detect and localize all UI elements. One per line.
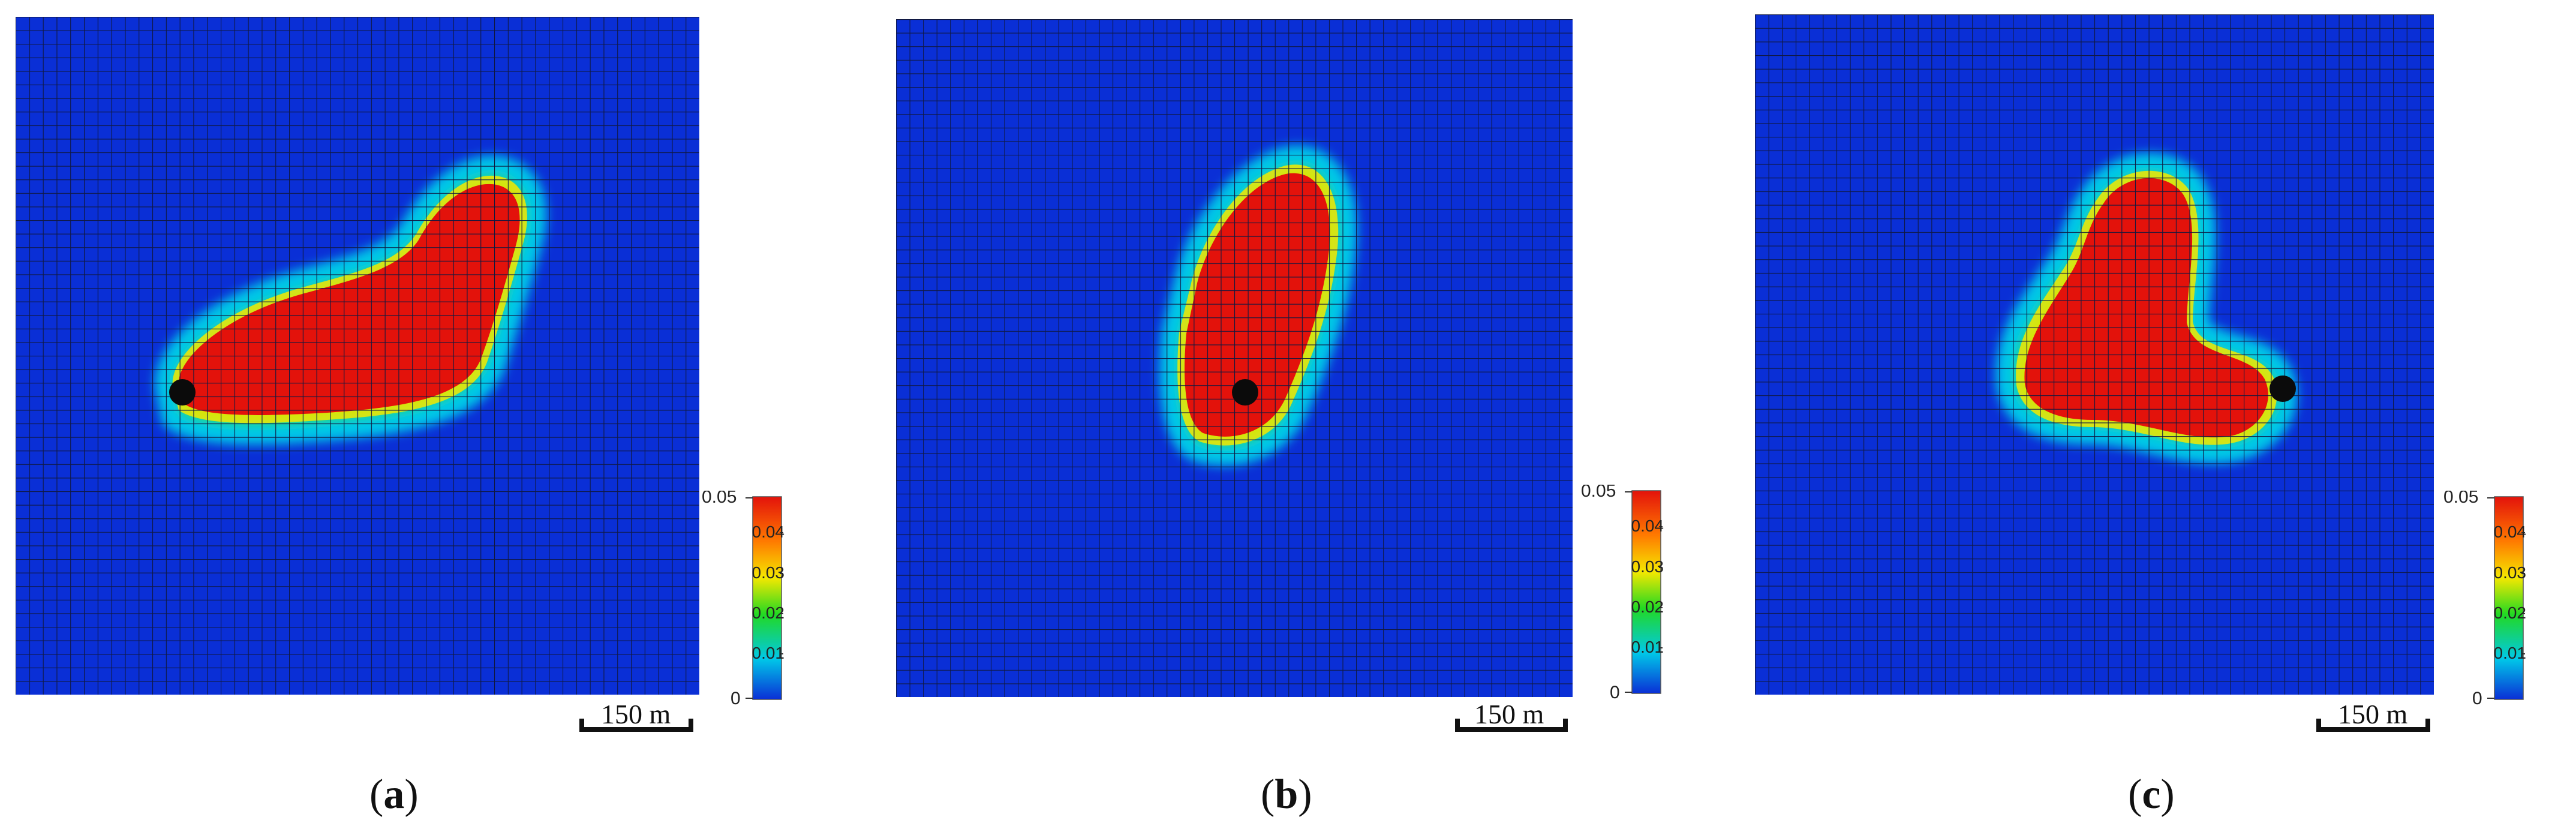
colorbar-tick: 0.02 bbox=[1631, 597, 1664, 616]
colorbar-tick: 0.04 bbox=[1631, 516, 1664, 535]
colorbar-tick: 0.03 bbox=[2494, 563, 2527, 582]
colorbar-tick: 0.01 bbox=[1631, 638, 1664, 656]
colorbar-c: 0.05 0 0.04 0.03 0.02 0.01 bbox=[2431, 487, 2527, 710]
scale-bar bbox=[2316, 719, 2430, 732]
grid-overlay bbox=[896, 19, 1573, 697]
colorbar-tick: 0.02 bbox=[752, 603, 785, 622]
colorbar-b: 0.05 0 0.04 0.03 0.02 0.01 bbox=[1569, 481, 1665, 704]
colorbar-tick: 0.01 bbox=[2494, 644, 2527, 662]
figure-caption-b: (b) bbox=[1261, 771, 1312, 818]
injection-well-marker bbox=[169, 379, 196, 406]
colorbar-tick: 0.01 bbox=[752, 644, 785, 662]
colorbar-gradient bbox=[1631, 490, 1661, 694]
injection-well-marker bbox=[1232, 379, 1258, 406]
colorbar-a: 0.05 0 0.04 0.03 0.02 0.01 bbox=[690, 487, 786, 710]
colorbar-tick-min: 0 bbox=[731, 689, 741, 707]
scale-bar-label: 150 m bbox=[2338, 699, 2408, 729]
scale-bar bbox=[579, 719, 693, 732]
colorbar-tick: 0.02 bbox=[2494, 603, 2527, 622]
colorbar-tick: 0.04 bbox=[752, 522, 785, 541]
colorbar-tick: 0.04 bbox=[2494, 522, 2527, 541]
injection-well-marker bbox=[2270, 376, 2296, 402]
colorbar-gradient bbox=[752, 496, 782, 700]
figure-caption-c: (c) bbox=[2128, 771, 2175, 818]
concentration-map-c bbox=[1755, 14, 2434, 695]
colorbar-tick-min: 0 bbox=[2472, 689, 2482, 707]
colorbar-tick-max: 0.05 bbox=[1581, 485, 1616, 501]
figure-caption-a: (a) bbox=[369, 771, 419, 818]
colorbar-ticks bbox=[2487, 497, 2525, 699]
grid-overlay bbox=[1755, 14, 2434, 695]
scale-bar bbox=[1455, 719, 1568, 732]
colorbar-tick-min: 0 bbox=[1610, 683, 1620, 701]
colorbar-ticks bbox=[1625, 491, 1663, 693]
colorbar-tick: 0.03 bbox=[752, 563, 785, 582]
grid-overlay bbox=[16, 17, 699, 695]
concentration-map-b bbox=[896, 19, 1573, 697]
colorbar-gradient bbox=[2494, 496, 2524, 700]
colorbar-tick-max: 0.05 bbox=[702, 491, 737, 507]
colorbar-tick-max: 0.05 bbox=[2443, 491, 2478, 507]
colorbar-tick: 0.03 bbox=[1631, 557, 1664, 576]
concentration-map-a bbox=[16, 17, 699, 695]
colorbar-ticks bbox=[746, 497, 783, 699]
scale-bar-label: 150 m bbox=[1474, 699, 1544, 729]
scale-bar-label: 150 m bbox=[601, 699, 671, 729]
